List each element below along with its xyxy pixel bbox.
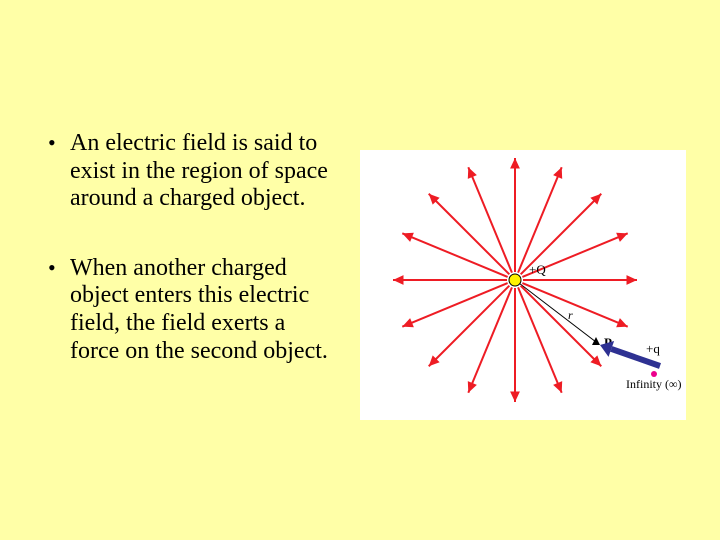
bullet-text: When another charged object enters this … [70,255,328,364]
bullet-text: An electric field is said to exist in th… [70,130,328,211]
svg-text:r: r [568,308,573,322]
bullet-item: An electric field is said to exist in th… [40,130,340,213]
bullet-list: An electric field is said to exist in th… [40,130,340,365]
bullet-item: When another charged object enters this … [40,255,340,365]
svg-text:+q: +q [646,341,660,356]
diagram-svg: +QrP+qInfinity (∞) [360,150,686,420]
text-column: An electric field is said to exist in th… [40,130,340,407]
electric-field-diagram: +QrP+qInfinity (∞) [360,150,686,420]
svg-text:+Q: +Q [529,262,546,277]
svg-text:Infinity (∞): Infinity (∞) [626,377,682,391]
